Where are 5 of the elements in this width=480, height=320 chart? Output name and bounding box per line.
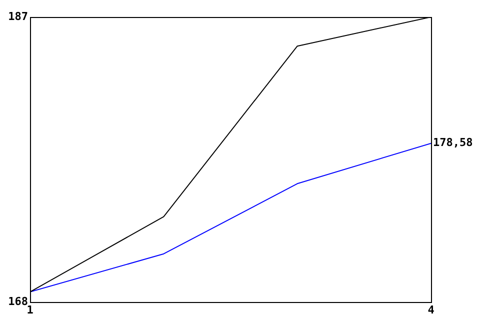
x-tick-label: 1 [26, 303, 34, 316]
y-tick-label: 168 [8, 294, 28, 308]
x-tick-label: 4 [428, 303, 435, 316]
data-label: 178,58 [433, 136, 473, 150]
y-tick-label: 187 [8, 10, 28, 23]
